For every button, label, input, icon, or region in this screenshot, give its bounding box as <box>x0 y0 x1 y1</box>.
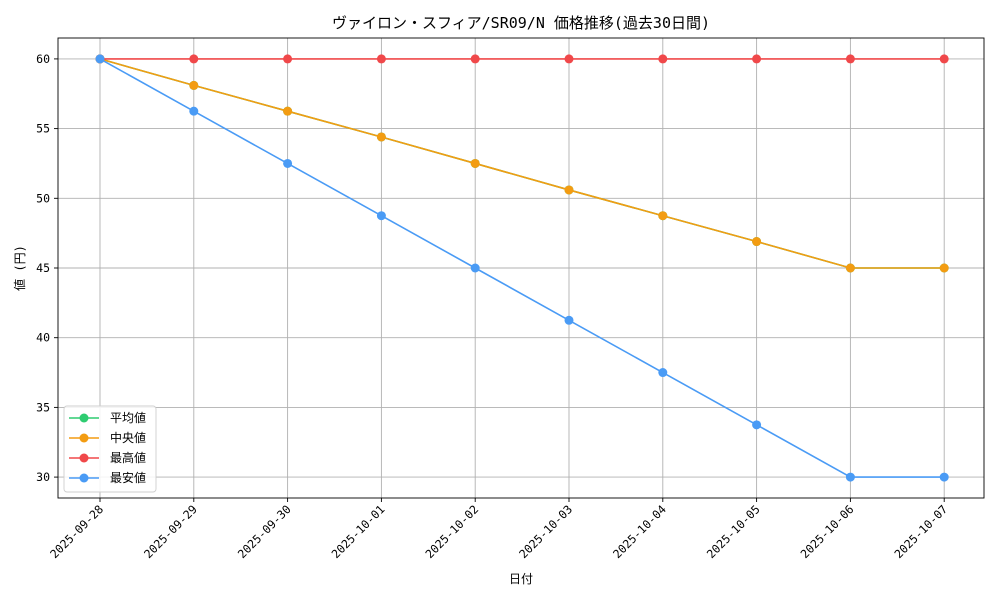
data-point <box>564 185 574 195</box>
data-point <box>189 80 199 90</box>
data-point <box>939 472 949 482</box>
legend-item: 最安値 <box>69 470 146 485</box>
series-line <box>99 58 945 269</box>
data-point <box>845 472 855 482</box>
y-tick-label: 55 <box>36 122 50 136</box>
x-axis-label: 日付 <box>509 572 533 586</box>
data-point <box>376 132 386 142</box>
series-line <box>99 58 945 269</box>
x-tick-label: 2025-09-30 <box>235 502 294 561</box>
data-point <box>658 368 668 378</box>
y-tick-label: 30 <box>36 470 50 484</box>
y-tick-label: 60 <box>36 52 50 66</box>
data-point <box>189 54 199 64</box>
data-point <box>283 54 293 64</box>
chart-title: ヴァイロン・スフィア/SR09/N 価格推移(過去30日間) <box>332 14 710 32</box>
series-line <box>99 58 945 478</box>
data-point <box>845 263 855 273</box>
data-point <box>752 420 762 430</box>
series-3 <box>95 54 949 64</box>
legend-label: 平均値 <box>110 410 146 425</box>
x-tick-label: 2025-09-29 <box>141 502 200 561</box>
grid <box>58 38 984 498</box>
legend-marker <box>79 413 89 423</box>
x-tick-label: 2025-10-02 <box>422 502 481 561</box>
x-tick-label: 2025-10-07 <box>891 502 950 561</box>
data-point <box>470 263 480 273</box>
x-tick-label: 2025-10-01 <box>329 502 388 561</box>
y-tick-label: 50 <box>36 191 50 205</box>
data-point <box>376 211 386 221</box>
series-2 <box>95 54 949 273</box>
legend-label: 最高値 <box>110 450 146 465</box>
legend-label: 最安値 <box>110 470 146 485</box>
data-point <box>376 54 386 64</box>
x-tick-label: 2025-09-28 <box>47 502 106 561</box>
data-point <box>658 54 668 64</box>
data-point <box>470 158 480 168</box>
data-point <box>752 237 762 247</box>
data-point <box>658 211 668 221</box>
x-tick-label: 2025-10-03 <box>516 502 575 561</box>
series-4 <box>95 54 949 482</box>
series-layer <box>95 54 949 482</box>
legend-marker <box>79 453 89 463</box>
data-point <box>95 54 105 64</box>
data-point <box>564 315 574 325</box>
legend-item: 中央値 <box>69 430 146 445</box>
legend-marker <box>79 473 89 483</box>
series-1 <box>95 54 949 273</box>
data-point <box>939 54 949 64</box>
y-tick-label: 40 <box>36 331 50 345</box>
data-point <box>189 106 199 116</box>
data-point <box>752 54 762 64</box>
data-point <box>564 54 574 64</box>
data-point <box>845 54 855 64</box>
legend-label: 中央値 <box>110 430 146 445</box>
x-tick-label: 2025-10-06 <box>798 502 857 561</box>
x-tick-label: 2025-10-05 <box>704 502 763 561</box>
legend-item: 平均値 <box>69 410 146 425</box>
x-tick-label: 2025-10-04 <box>610 502 669 561</box>
data-point <box>470 54 480 64</box>
y-tick-label: 45 <box>36 261 50 275</box>
data-point <box>283 158 293 168</box>
legend-item: 最高値 <box>69 450 146 465</box>
data-point <box>283 106 293 116</box>
y-tick-label: 35 <box>36 400 50 414</box>
y-axis-label: 値 (円) <box>12 245 27 291</box>
data-point <box>939 263 949 273</box>
legend-box <box>63 405 157 493</box>
legend-marker <box>79 433 89 443</box>
